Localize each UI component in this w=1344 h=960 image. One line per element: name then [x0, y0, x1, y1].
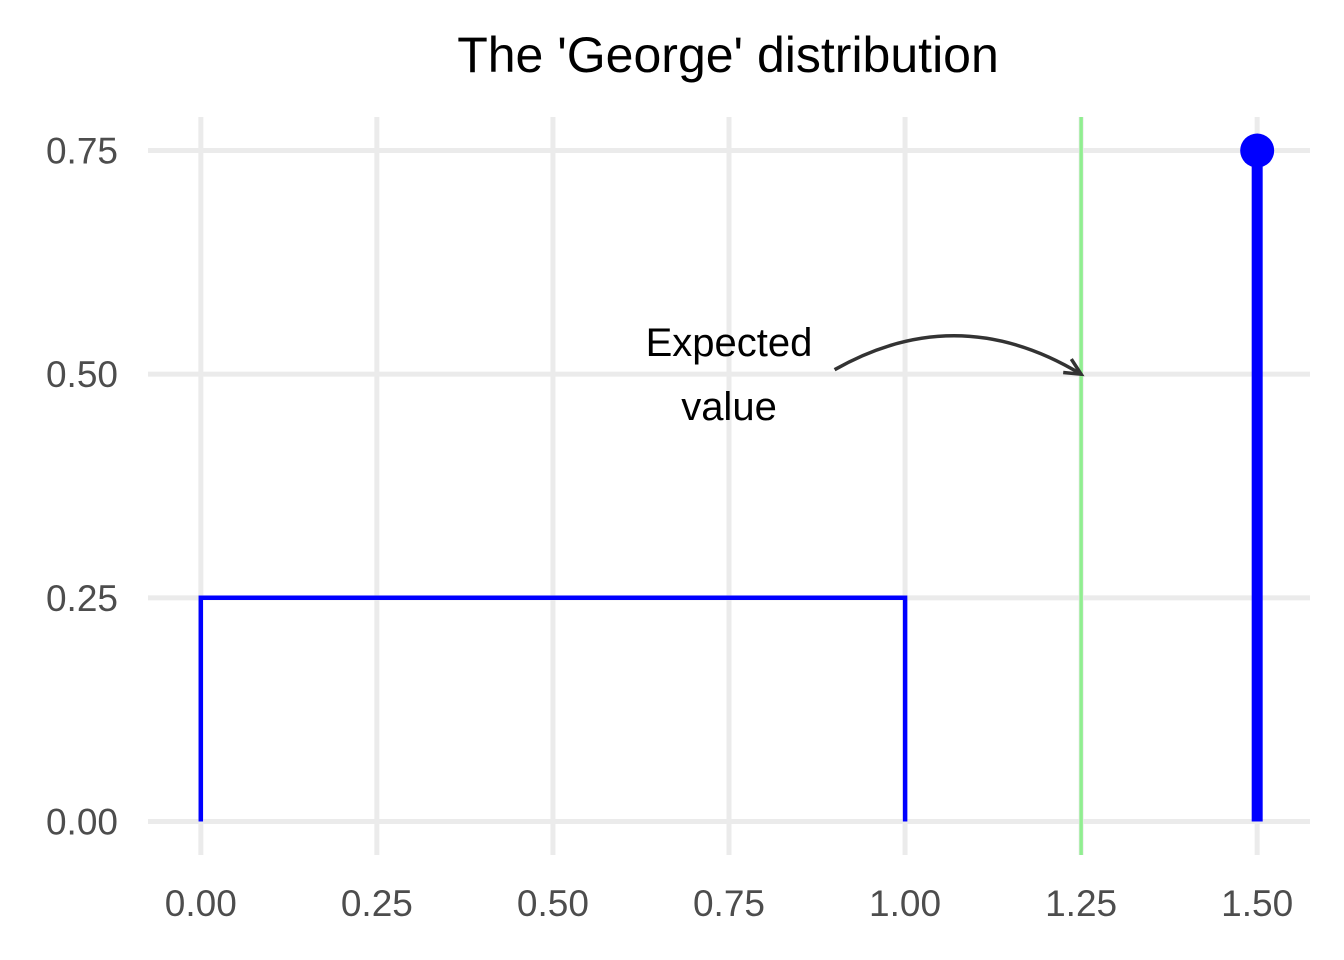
y-tick-label: 0.50	[46, 354, 118, 395]
x-tick-label: 1.50	[1221, 883, 1293, 924]
annotation-text: Expected	[646, 321, 813, 365]
annotation-text: value	[681, 385, 777, 429]
x-tick-label: 0.00	[165, 883, 237, 924]
annotations: Expected value	[646, 321, 1085, 429]
annotation-arrowhead	[1063, 358, 1085, 377]
annotation-arrow	[833, 334, 1083, 376]
point-mass-dot	[1240, 133, 1275, 168]
grid	[148, 117, 1310, 855]
uniform-density-line	[198, 595, 908, 822]
x-tick-label: 0.75	[693, 883, 765, 924]
chart-title: The 'George' distribution	[457, 27, 999, 83]
axes: 0.00 0.25 0.50 0.75 1.00 1.25 1.50 0.00 0.25 0.50…	[46, 131, 1293, 924]
plot-area	[198, 117, 1275, 855]
y-tick-label: 0.75	[46, 131, 118, 172]
x-tick-label: 1.25	[1045, 883, 1117, 924]
y-tick-label: 0.00	[46, 801, 118, 842]
x-tick-label: 1.00	[869, 883, 941, 924]
x-tick-label: 0.50	[517, 883, 589, 924]
x-tick-label: 0.25	[341, 883, 413, 924]
y-tick-label: 0.25	[46, 578, 118, 619]
